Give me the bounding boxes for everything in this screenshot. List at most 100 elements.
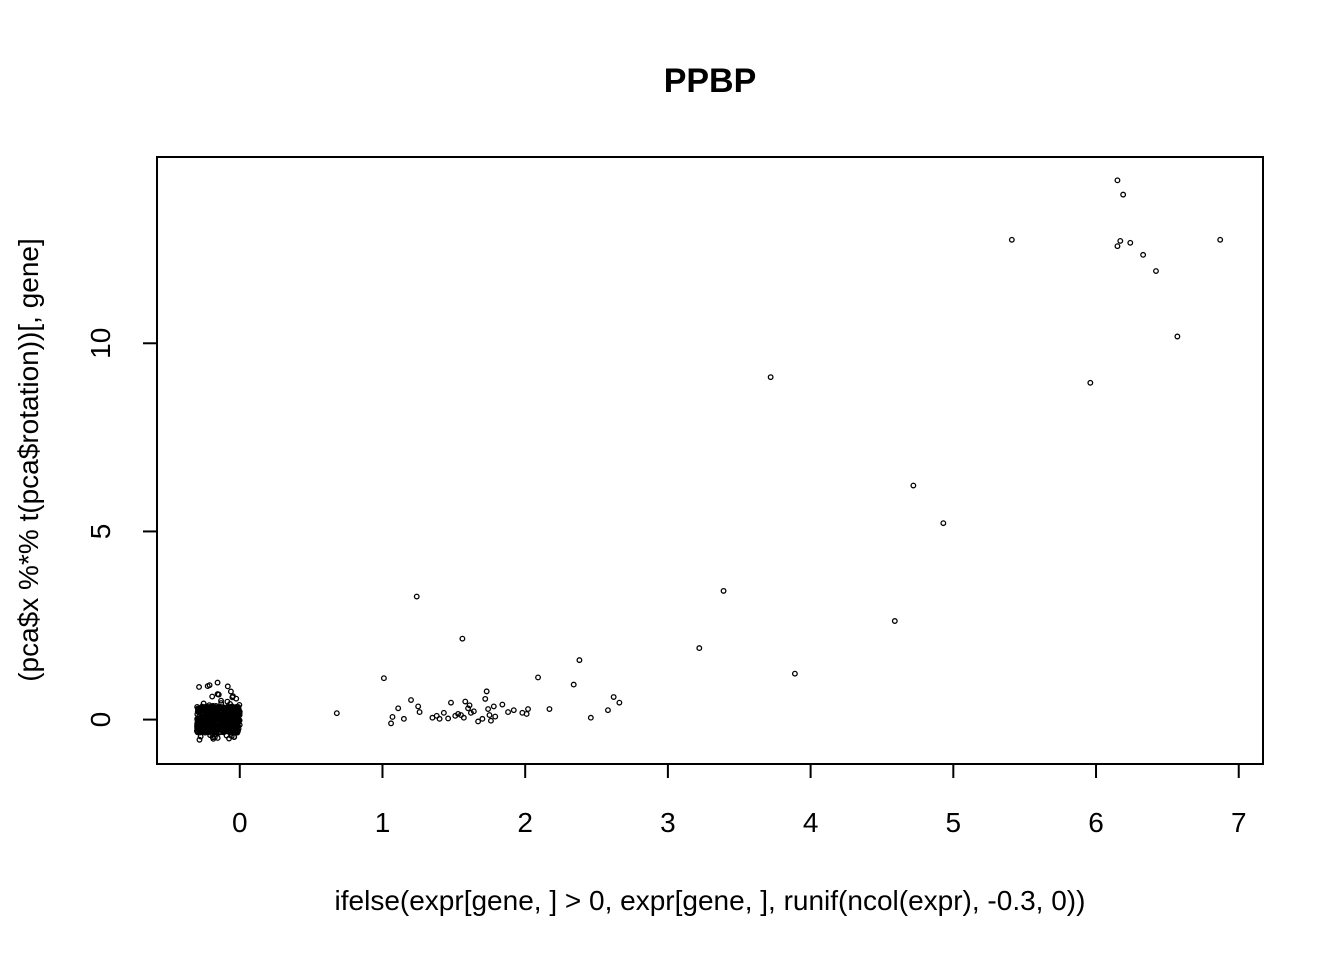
- data-point: [459, 635, 466, 642]
- near-zero-cluster: [194, 679, 243, 743]
- cluster-point: [224, 718, 231, 724]
- y-tick-label: 5: [85, 524, 116, 540]
- data-point: [485, 706, 492, 713]
- data-point: [1140, 251, 1147, 258]
- data-point: [1114, 243, 1121, 250]
- cluster-point: [215, 691, 222, 698]
- data-point: [462, 698, 469, 705]
- data-point: [499, 701, 506, 708]
- data-point: [388, 720, 394, 727]
- x-axis-label: ifelse(expr[gene, ] > 0, expr[gene, ], r…: [335, 885, 1086, 916]
- x-tick-label: 6: [1088, 807, 1104, 838]
- data-point: [466, 702, 473, 709]
- cluster-point: [229, 694, 236, 701]
- cluster-point: [231, 723, 238, 730]
- data-point: [448, 699, 454, 706]
- data-point: [465, 705, 472, 712]
- cluster-point: [224, 698, 231, 705]
- data-point: [546, 706, 553, 713]
- cluster-point: [219, 718, 226, 725]
- data-point: [1174, 333, 1181, 340]
- data-point: [720, 587, 727, 594]
- data-point: [487, 717, 494, 724]
- data-point: [408, 697, 414, 703]
- cluster-point: [206, 682, 213, 689]
- cluster-point: [218, 700, 225, 707]
- data-point: [576, 657, 583, 664]
- x-tick-label: 7: [1231, 807, 1247, 838]
- data-point: [525, 706, 531, 713]
- cluster-point: [213, 715, 220, 722]
- data-point: [389, 714, 396, 720]
- x-tick-label: 4: [803, 807, 819, 838]
- data-point: [570, 681, 577, 688]
- x-tick-label: 5: [946, 807, 962, 838]
- data-point: [413, 593, 420, 600]
- data-point: [605, 707, 611, 714]
- cluster-point: [204, 715, 211, 722]
- data-point: [455, 710, 462, 717]
- data-point: [460, 714, 467, 721]
- cluster-point: [233, 728, 240, 735]
- data-point: [468, 709, 474, 716]
- data-point: [523, 710, 530, 717]
- data-point: [1120, 191, 1127, 198]
- y-axis: 0 5 10: [85, 328, 158, 728]
- x-axis: 0 1 2 3 4 5 6 7: [232, 763, 1247, 838]
- data-point: [482, 695, 489, 702]
- data-point: [445, 715, 452, 722]
- cluster-point: [194, 717, 201, 724]
- cluster-point: [218, 697, 224, 704]
- data-point: [1114, 177, 1121, 184]
- cluster-point: [232, 712, 238, 719]
- cluster-point: [209, 734, 216, 741]
- x-tick-label: 1: [375, 807, 391, 838]
- cluster-point: [201, 720, 207, 727]
- data-point: [940, 520, 947, 527]
- cluster-point: [224, 683, 231, 690]
- data-point: [479, 715, 486, 722]
- data-point: [767, 374, 774, 381]
- cluster-point: [210, 711, 217, 718]
- cluster-point: [214, 726, 221, 733]
- data-point: [486, 712, 493, 719]
- data-point: [910, 482, 917, 489]
- cluster-point: [231, 707, 238, 714]
- chart-title: PPBP: [664, 62, 757, 100]
- data-point: [891, 618, 898, 624]
- data-point: [415, 703, 422, 710]
- cluster-point: [196, 684, 203, 690]
- cluster-point: [209, 693, 216, 700]
- cluster-point: [220, 710, 227, 717]
- y-tick-label: 0: [85, 712, 116, 728]
- y-axis-label: (pca$x %*% t(pca$rotation))[, gene]: [13, 238, 44, 682]
- data-point: [610, 694, 617, 700]
- data-point: [616, 699, 623, 706]
- data-point: [505, 709, 512, 716]
- cluster-point: [234, 722, 241, 729]
- cluster-point: [231, 716, 238, 723]
- cluster-point: [236, 717, 243, 724]
- data-point: [395, 705, 402, 712]
- data-point: [492, 713, 499, 720]
- cluster-point: [226, 735, 232, 742]
- cluster-point: [197, 729, 204, 736]
- cluster-point: [214, 679, 221, 686]
- data-point: [1117, 237, 1124, 244]
- data-point: [400, 715, 407, 722]
- data-points: [333, 177, 1224, 727]
- data-point: [535, 674, 541, 681]
- cluster-point: [207, 727, 214, 734]
- data-point: [440, 709, 447, 716]
- data-point: [1087, 379, 1094, 386]
- data-point: [490, 703, 497, 710]
- data-point: [791, 670, 798, 677]
- data-point: [416, 709, 423, 716]
- plot-frame: [156, 156, 1264, 765]
- x-tick-label: 3: [660, 807, 676, 838]
- x-tick-label: 0: [232, 807, 248, 838]
- data-point: [475, 718, 482, 725]
- data-point: [483, 688, 490, 695]
- cluster-point: [197, 716, 204, 723]
